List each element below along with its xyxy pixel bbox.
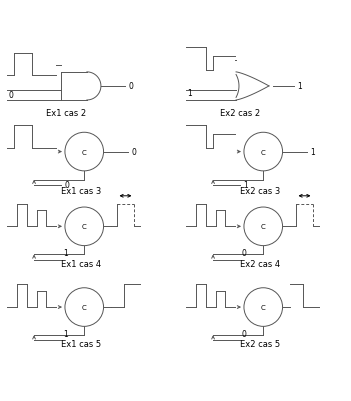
Circle shape <box>244 133 283 172</box>
Text: Ex2 cas 3: Ex2 cas 3 <box>240 186 280 195</box>
Text: 0: 0 <box>132 148 137 157</box>
Text: 1: 1 <box>311 148 316 157</box>
Text: 0: 0 <box>8 91 13 100</box>
Text: Ex2 cas 5: Ex2 cas 5 <box>240 340 280 348</box>
Text: Ex2 cas 4: Ex2 cas 4 <box>240 259 280 268</box>
Text: C: C <box>82 224 87 230</box>
Text: C: C <box>82 304 87 310</box>
Text: Ex1 cas 4: Ex1 cas 4 <box>61 259 101 268</box>
Text: 1: 1 <box>298 82 302 91</box>
Text: 1: 1 <box>244 181 249 190</box>
Circle shape <box>65 207 104 246</box>
Text: 0: 0 <box>65 181 69 190</box>
Text: 0: 0 <box>242 329 247 338</box>
Circle shape <box>65 288 104 326</box>
Text: 0: 0 <box>242 249 247 257</box>
Text: 1: 1 <box>187 89 192 98</box>
Text: 0: 0 <box>129 82 134 91</box>
Text: 1: 1 <box>63 329 68 338</box>
Text: Ex1 cas 2: Ex1 cas 2 <box>46 109 86 117</box>
Text: C: C <box>261 224 266 230</box>
Text: C: C <box>261 304 266 310</box>
Circle shape <box>244 207 283 246</box>
Circle shape <box>244 288 283 326</box>
Text: Ex1 cas 3: Ex1 cas 3 <box>61 186 101 195</box>
Circle shape <box>65 133 104 172</box>
Text: Ex2 cas 2: Ex2 cas 2 <box>220 109 260 117</box>
Text: C: C <box>82 149 87 155</box>
Text: Ex1 cas 5: Ex1 cas 5 <box>61 340 101 348</box>
Text: 1: 1 <box>63 249 68 257</box>
Text: C: C <box>261 149 266 155</box>
